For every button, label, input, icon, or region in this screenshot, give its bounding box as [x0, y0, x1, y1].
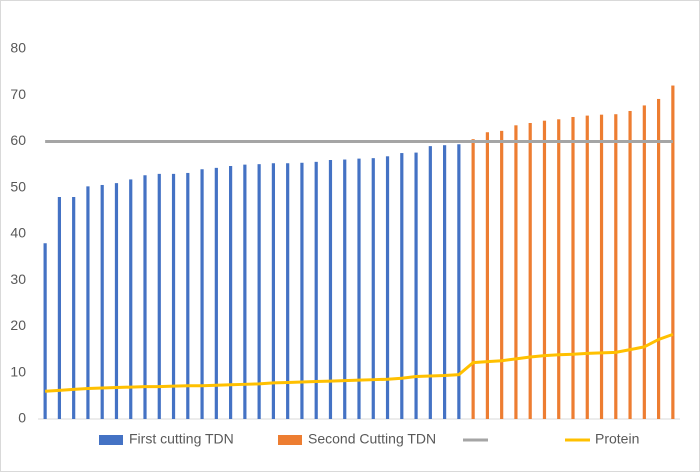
bar: [72, 197, 76, 419]
bar: [157, 173, 161, 419]
bar: [257, 164, 261, 419]
bar: [557, 119, 561, 420]
bar: [328, 160, 333, 419]
bar: [528, 123, 532, 419]
bar: [343, 159, 347, 419]
bar: [443, 145, 447, 419]
y-tick-label: 80: [10, 40, 26, 56]
y-tick-label: 40: [10, 225, 26, 241]
legend-swatch: [99, 435, 123, 445]
y-tick-label: 30: [10, 271, 26, 287]
bar: [471, 139, 475, 419]
bar: [400, 153, 404, 419]
bar: [143, 175, 147, 419]
bar: [357, 158, 361, 420]
y-tick-label: 50: [10, 178, 26, 194]
bar: [628, 110, 632, 419]
bar: [657, 98, 661, 419]
bar: [200, 169, 204, 419]
bar: [371, 158, 375, 419]
bar: [86, 186, 90, 419]
bar: [286, 163, 290, 419]
y-tick-label: 0: [18, 410, 26, 426]
bar: [642, 105, 646, 420]
y-tick-label: 10: [10, 363, 26, 379]
bar: [585, 115, 589, 419]
bar: [186, 172, 190, 419]
legend-label: Protein: [595, 431, 639, 447]
bar: [500, 130, 504, 420]
bar: [300, 162, 304, 419]
bar: [100, 184, 104, 419]
bar: [171, 173, 176, 419]
bar: [129, 179, 133, 419]
legend-swatch: [278, 435, 302, 445]
bar: [314, 161, 318, 419]
bar: [414, 152, 418, 419]
bar: [385, 156, 390, 420]
bar: [457, 144, 461, 419]
bar: [43, 243, 47, 419]
bar: [614, 114, 618, 420]
y-tick-label: 60: [10, 132, 26, 148]
y-tick-label: 20: [10, 317, 26, 333]
bar: [542, 120, 547, 419]
bar: [599, 114, 604, 420]
line: [45, 332, 674, 393]
bar: [485, 132, 489, 419]
bar: [571, 116, 575, 420]
legend-label: First cutting TDN: [129, 431, 234, 447]
bar: [428, 146, 432, 419]
bar: [229, 166, 233, 419]
bar: [514, 125, 518, 419]
legend-label: Second Cutting TDN: [308, 431, 436, 447]
bar: [114, 183, 119, 419]
bar: [671, 85, 675, 419]
bar: [214, 167, 218, 419]
bar: [243, 164, 247, 419]
y-tick-label: 70: [10, 86, 26, 102]
bar: [271, 163, 275, 419]
bar: [57, 197, 61, 419]
